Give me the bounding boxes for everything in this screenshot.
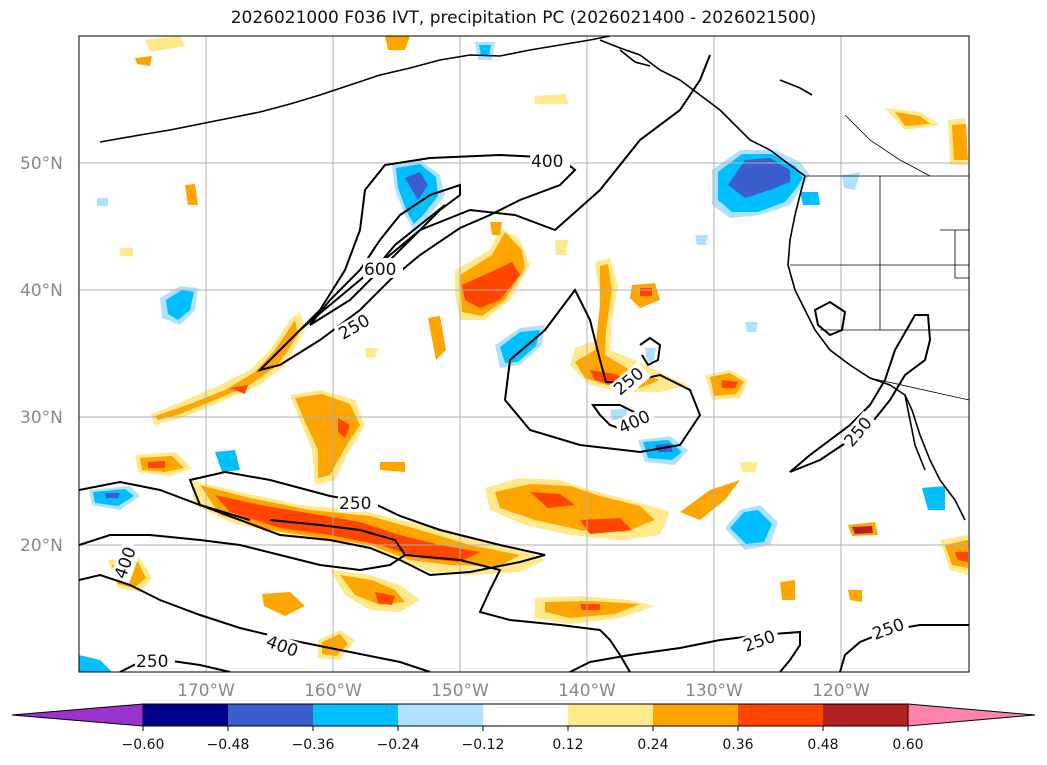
lat-label-30n: 30°N [20,408,63,428]
colorbar-tick-label: 0.12 [552,737,583,753]
colorbar-segment [653,704,738,726]
map-title: 2026021000 F036 IVT, precipitation PC (2… [230,8,817,28]
colorbar-tick-label: 0.48 [807,737,838,753]
lat-label-50n: 50°N [20,154,63,174]
lon-label-150w: 150°W [431,681,489,701]
colorbar-segment [143,704,228,726]
lon-label-120w: 120°W [812,681,870,701]
colorbar-segment [738,704,823,726]
lat-label-20n: 20°N [20,536,63,556]
coastlines [99,36,966,521]
colorbar-tick-label: −0.12 [462,737,505,753]
colorbar-tick-label: 0.24 [637,737,668,753]
political-borders [790,114,969,401]
ivt-contours [79,54,969,672]
longitude-labels: 170°W 160°W 150°W 140°W 130°W 120°W [177,681,870,701]
lat-label-40n: 40°N [20,281,63,301]
colorbar-frame [142,703,909,727]
colorbar-segment [313,704,398,726]
colorbar-extend-min [11,703,144,727]
colorbar-segment [398,704,483,726]
latitude-labels: 50°N 40°N 30°N 20°N [20,154,63,556]
colorbar: −0.60 −0.48 −0.36 −0.24 −0.12 0.12 0.24 0.36 0.4… [11,703,1036,753]
colorbar-tick-label: −0.24 [377,737,420,753]
colorbar-segment [823,704,908,726]
colorbar-tick-label: −0.60 [122,737,165,753]
map-area [79,36,969,672]
contour-label-9: 250 [136,652,168,672]
contour-label-6: 250 [339,494,371,514]
contour-label-2: 600 [364,260,396,280]
colorbar-segment [228,704,313,726]
colorbar-tick-label: −0.48 [207,737,250,753]
colorbar-extend-max [907,703,1036,727]
lon-label-170w: 170°W [177,681,235,701]
map-frame [78,35,970,673]
colorbar-tick-label: 0.60 [892,737,923,753]
colorbar-segment [568,704,653,726]
colorbar-segment [483,704,568,726]
lon-label-140w: 140°W [558,681,616,701]
lon-label-130w: 130°W [685,681,743,701]
colorbar-tick-label: 0.36 [722,737,753,753]
colorbar-tick-label: −0.36 [292,737,335,753]
lon-label-160w: 160°W [304,681,362,701]
contour-label-1: 400 [531,152,563,172]
contour-labels: 400 600 250 250 400 250 250 400 250 400 [110,150,911,672]
